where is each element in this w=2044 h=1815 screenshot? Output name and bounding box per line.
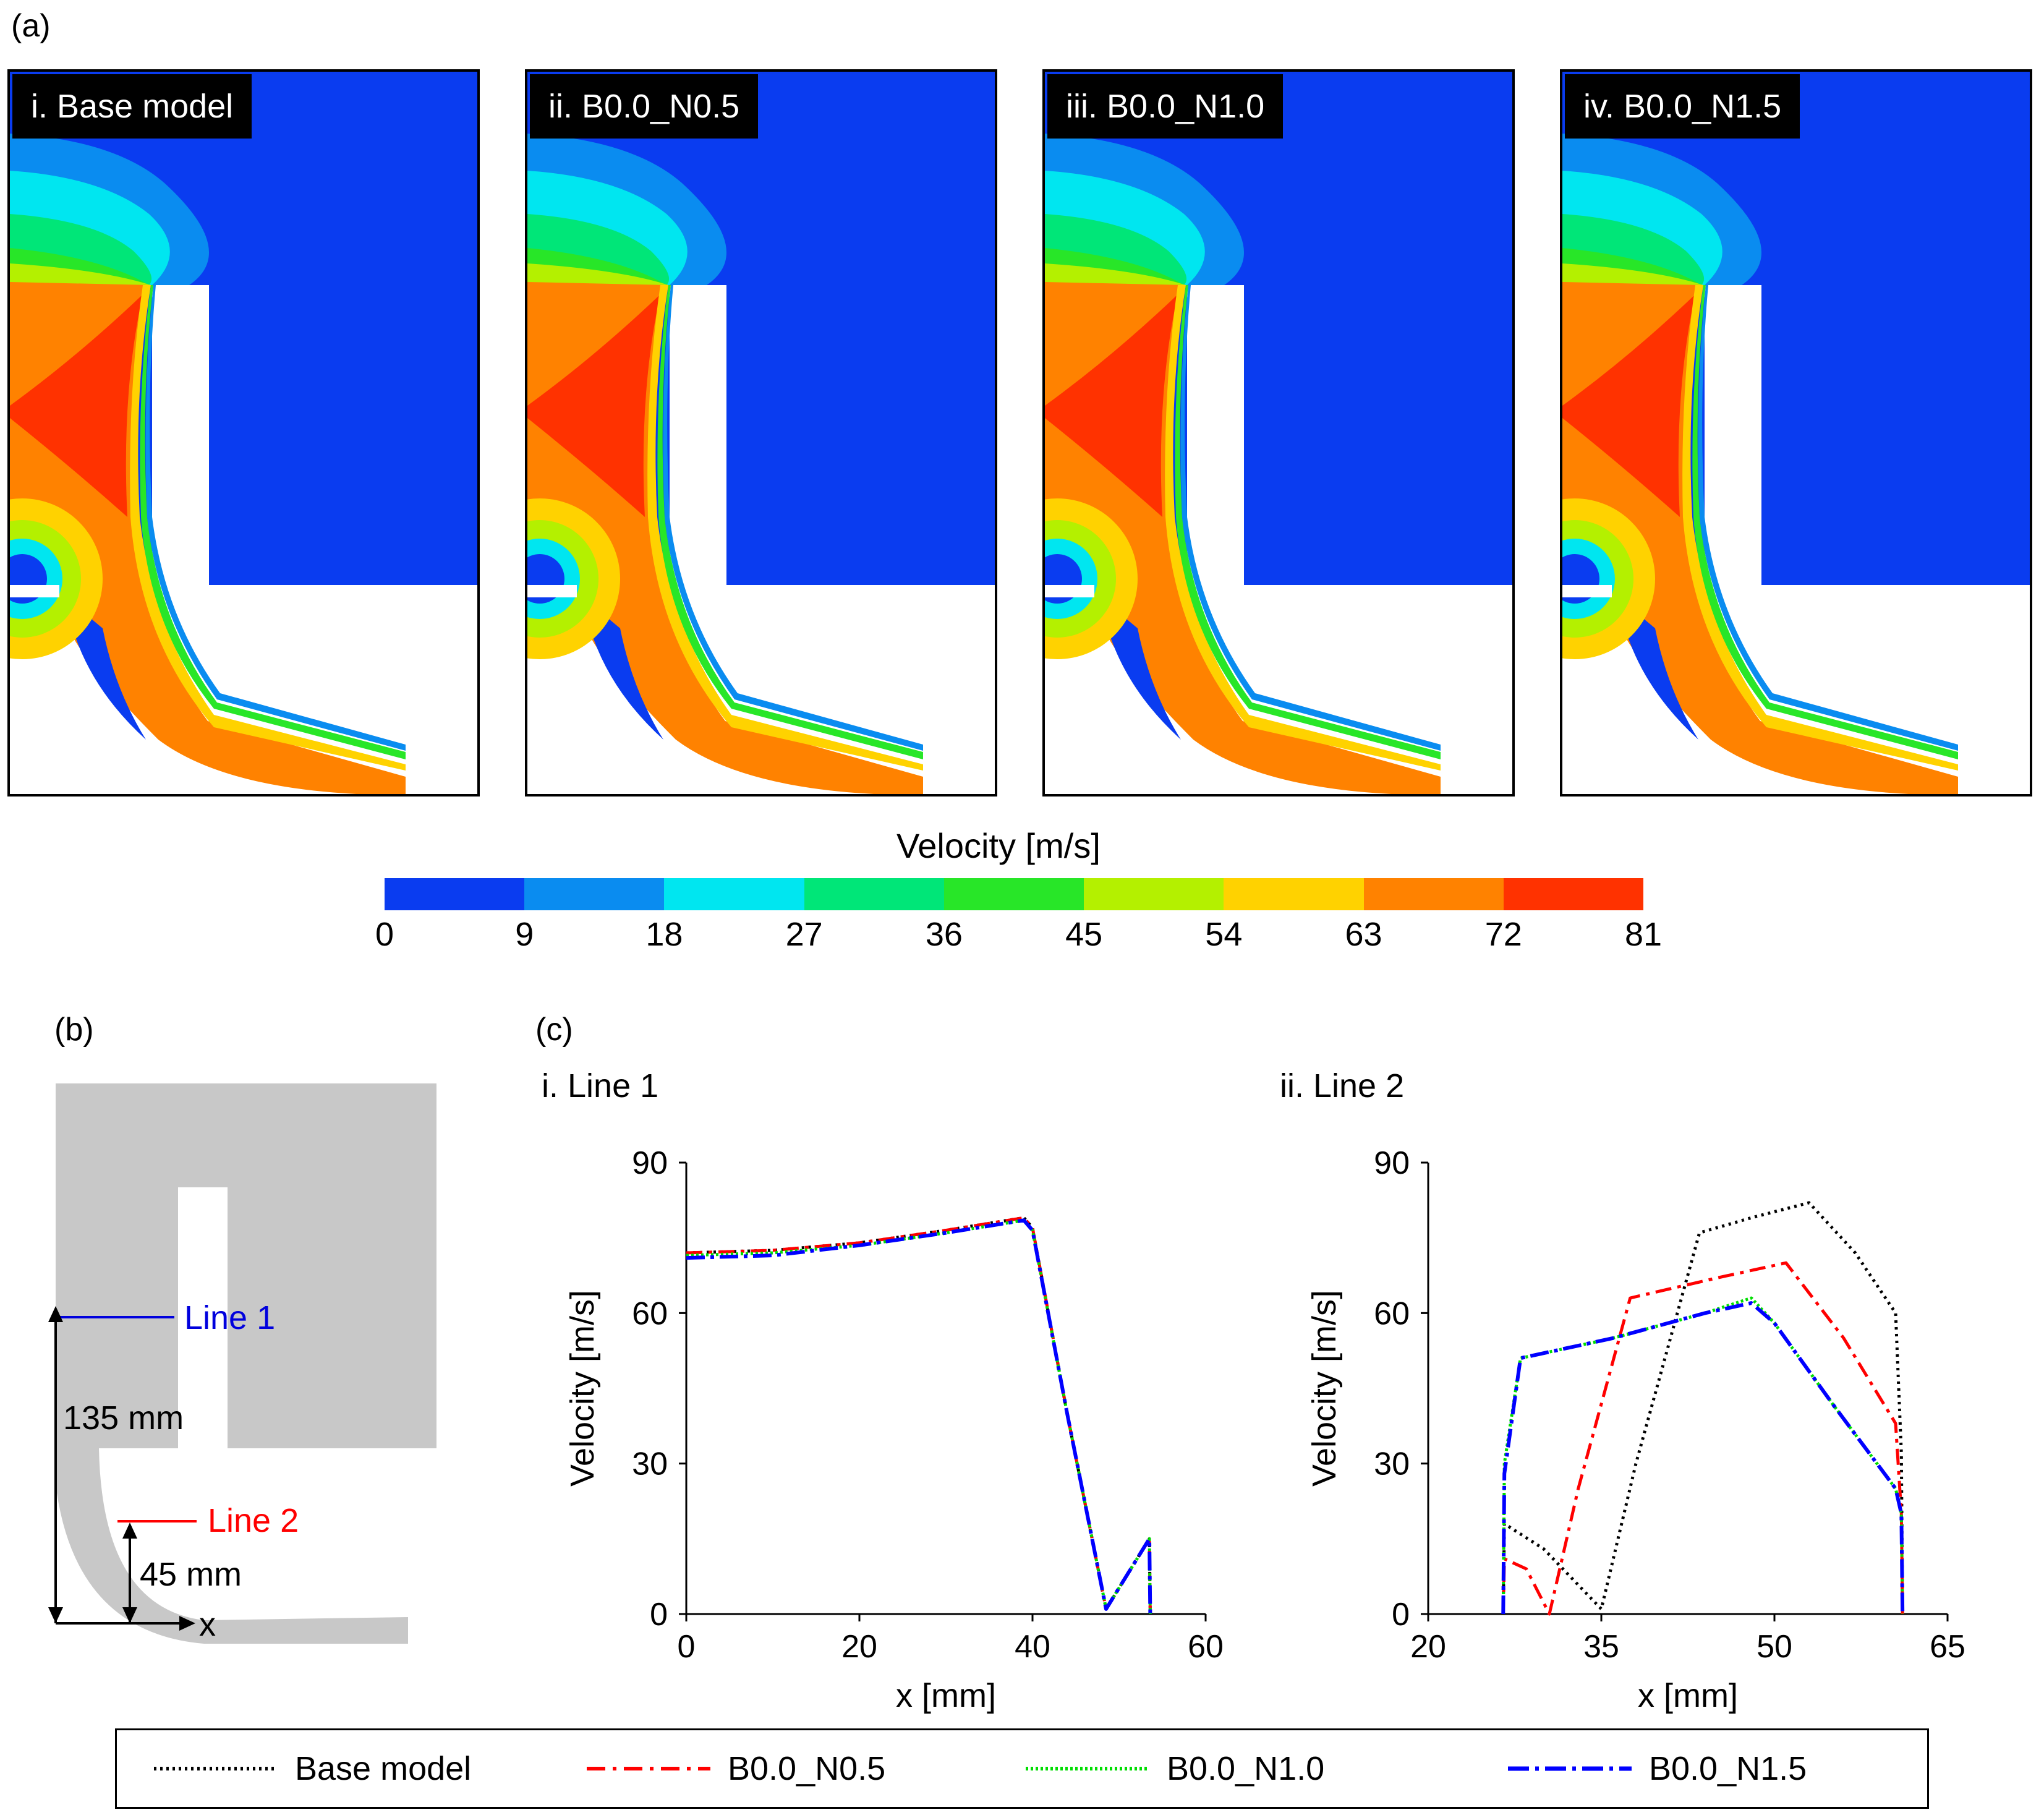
y-tick-label: 30 [632, 1446, 668, 1482]
legend-swatch-n05 [587, 1767, 710, 1770]
legend-label: B0.0_N1.0 [1167, 1750, 1325, 1787]
panel-a-label: (a) [11, 8, 51, 44]
y-tick-label: 90 [1374, 1145, 1410, 1181]
colorbar-segment [1224, 878, 1364, 910]
y-axis-title: Velocity [m/s] [1306, 1290, 1343, 1487]
legend-swatch-n15 [1508, 1766, 1632, 1771]
colorbar-tick-label: 81 [1624, 916, 1663, 953]
colorbar-tick-label: 72 [1484, 916, 1522, 953]
y-tick-label: 0 [650, 1597, 668, 1633]
colorbar-segment [1363, 878, 1504, 910]
colorbar-tick-label: 9 [515, 916, 534, 953]
series-line-2 [1501, 1261, 1904, 1616]
colorbar-segment [1503, 878, 1643, 910]
legend-label: B0.0_N1.5 [1649, 1750, 1807, 1787]
panel-tag: i. Base model [12, 74, 252, 139]
y-tick-label: 60 [1374, 1296, 1410, 1331]
y-tick-label: 0 [1392, 1597, 1410, 1633]
x-tick-label: 60 [1188, 1629, 1224, 1665]
chart2-title: ii. Line 2 [1280, 1067, 1405, 1104]
colorbar [385, 878, 1643, 910]
y-tick-label: 30 [1374, 1446, 1410, 1482]
contour-panel-2: ii. B0.0_N0.5 [525, 69, 997, 796]
y-tick-label: 60 [632, 1296, 668, 1331]
x-tick-label: 50 [1757, 1629, 1792, 1665]
chart1-title: i. Line 1 [542, 1067, 659, 1104]
panel-c-label: (c) [535, 1012, 573, 1048]
legend: Base model B0.0_N0.5 B0.0_N1.0 B0.0_N1.5 [115, 1728, 1929, 1809]
legend-swatch-base [154, 1767, 278, 1770]
panel-tag: iii. B0.0_N1.0 [1047, 74, 1284, 139]
colorbar-tick-label: 54 [1205, 916, 1243, 953]
x-tick-label: 20 [841, 1629, 877, 1665]
line2-velocity-chart: 0 30 60 90 20 35 50 65 x [mm] Velocity [m/s] [1306, 1145, 1965, 1714]
colorbar-segment [804, 878, 944, 910]
x-tick-label: 65 [1930, 1629, 1965, 1665]
x-tick-label: 35 [1583, 1629, 1619, 1665]
colorbar-title: Velocity [m/s] [896, 826, 1101, 865]
x-tick-label: 0 [678, 1629, 696, 1665]
series-line-1 [686, 1216, 1152, 1615]
legend-item-base: Base model [154, 1730, 471, 1807]
series-line-2 [686, 1216, 1152, 1615]
panel-tag: iv. B0.0_N1.5 [1565, 74, 1800, 139]
y-axis-title: Velocity [m/s] [564, 1290, 601, 1487]
series-line-4 [1501, 1301, 1905, 1615]
series-line-3 [1501, 1296, 1904, 1615]
legend-item-n05: B0.0_N0.5 [587, 1730, 885, 1807]
colorbar-tick-label: 18 [645, 916, 683, 953]
line1-label: Line 1 [184, 1299, 276, 1336]
colorbar-segment [385, 878, 525, 910]
line2-label: Line 2 [208, 1502, 299, 1539]
colorbar-tick-label: 27 [785, 916, 823, 953]
contour-panel-1: i. Base model [7, 69, 480, 796]
x-tick-label: 20 [1410, 1629, 1446, 1665]
dimension-135: 135 mm [63, 1399, 184, 1437]
panel-tag: ii. B0.0_N0.5 [530, 74, 759, 139]
dimension-45: 45 mm [140, 1556, 242, 1593]
legend-label: B0.0_N0.5 [728, 1750, 886, 1787]
legend-item-n15: B0.0_N1.5 [1508, 1730, 1807, 1807]
colorbar-segment [524, 878, 665, 910]
colorbar-segment [1084, 878, 1224, 910]
legend-label: Base model [295, 1750, 472, 1787]
legend-swatch-n10 [1026, 1767, 1149, 1770]
colorbar-tick-label: 36 [925, 916, 963, 953]
contour-panel-3: iii. B0.0_N1.0 [1042, 69, 1515, 796]
colorbar-segment [943, 878, 1084, 910]
panel-b-label: (b) [54, 1012, 94, 1048]
line1-velocity-chart: 0 30 60 90 0 20 40 60 x [mm] Velocity [m/s] [564, 1145, 1224, 1714]
legend-item-n10: B0.0_N1.0 [1026, 1730, 1324, 1807]
x-axis-title: x [mm] [896, 1677, 996, 1714]
colorbar-tick-label: 63 [1345, 916, 1382, 953]
x-axis-title: x [mm] [1638, 1677, 1738, 1714]
colorbar-tick-label: 0 [375, 916, 394, 953]
geometry-schematic [48, 1083, 436, 1644]
contour-panel-4: iv. B0.0_N1.5 [1560, 69, 2032, 796]
x-axis-label: x [199, 1606, 216, 1643]
colorbar-tick-label: 45 [1065, 916, 1103, 953]
y-tick-label: 90 [632, 1145, 668, 1181]
colorbar-segment [664, 878, 804, 910]
series-line-4 [686, 1218, 1152, 1615]
series-line-3 [686, 1218, 1152, 1615]
x-tick-label: 40 [1015, 1629, 1050, 1665]
